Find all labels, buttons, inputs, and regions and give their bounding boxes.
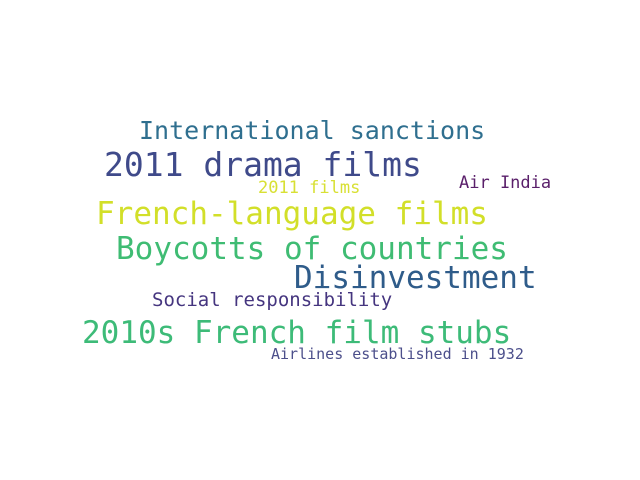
word-disinvestment: Disinvestment — [294, 260, 537, 296]
word-boycotts-of-countries: Boycotts of countries — [116, 231, 508, 267]
word-airlines-established-in-1932: Airlines established in 1932 — [271, 345, 524, 363]
word-international-sanctions: International sanctions — [139, 116, 486, 145]
word-french-language-films: French-language films — [96, 196, 488, 232]
word-2011-films: 2011 films — [258, 178, 361, 198]
word-2010s-french-film-stubs: 2010s French film stubs — [82, 315, 512, 351]
word-air-india: Air India — [459, 173, 552, 193]
word-social-responsibility: Social responsibility — [152, 289, 393, 311]
word-2011-drama-films: 2011 drama films — [104, 145, 422, 184]
